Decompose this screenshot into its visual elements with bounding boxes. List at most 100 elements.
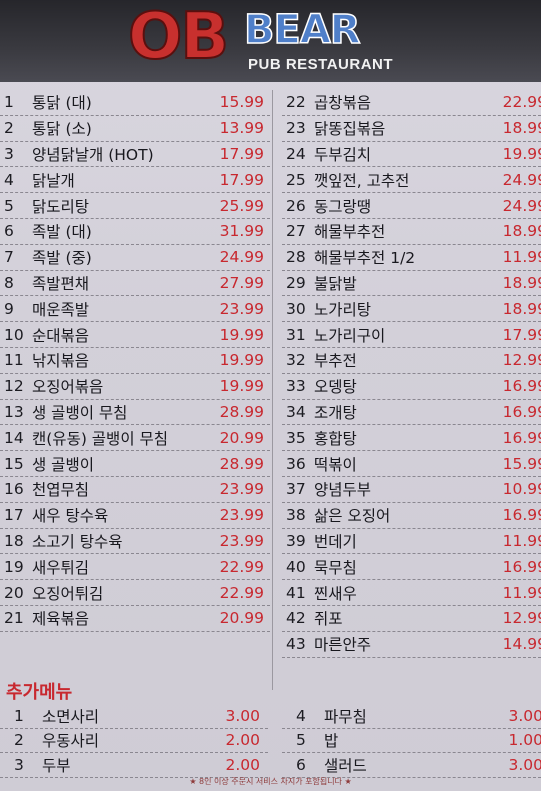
item-name: 제육볶음: [32, 610, 90, 629]
item-number: 9: [4, 299, 14, 318]
menu-item-row: 32 부추전 12.99: [282, 348, 541, 374]
item-price: 24.99: [502, 196, 541, 215]
menu-item-row: 30 노가리탕 18.99: [282, 296, 541, 323]
item-name: 해물부추전: [314, 223, 386, 242]
menu-item-row: 27 해물부추전 18.99: [282, 219, 541, 245]
item-name: 해물부추전 1/2: [314, 249, 416, 268]
item-price: 17.99: [219, 144, 264, 163]
item-number: 15: [4, 454, 24, 473]
logo-subtitle: PUB RESTAURANT: [248, 56, 394, 73]
item-number: 10: [4, 325, 24, 344]
item-price: 23.99: [219, 299, 264, 318]
item-price: 2.00: [225, 755, 260, 774]
header: OB BEAR PUB RESTAURANT: [0, 0, 541, 82]
item-number: 17: [4, 506, 24, 525]
extra-right-column: 4 파무침 3.00 5 밥 1.00 6 샐러드 3.00: [282, 704, 541, 778]
menu-item-row: 10 순대볶음 19.99: [0, 322, 270, 348]
menu-item-row: 26 동그랑땡 24.99: [282, 193, 541, 219]
logo-bear: BEAR: [243, 6, 361, 54]
item-number: 23: [286, 119, 306, 138]
item-name: 양념닭날개 (HOT): [32, 145, 154, 164]
item-name: 동그랑땡: [314, 197, 372, 216]
item-price: 18.99: [502, 273, 541, 292]
item-number: 2: [14, 731, 24, 750]
footnote: ★ 8인 이상 주문시 서비스 차지가 포함됩니다 ★: [189, 777, 352, 786]
item-price: 23.99: [219, 480, 264, 499]
menu-item-row: 29 불닭발 18.99: [282, 271, 541, 297]
menu-item-row: 38 삶은 오징어 16.99: [282, 503, 541, 529]
item-price: 16.99: [502, 377, 541, 396]
item-name: 오뎅탕: [314, 378, 357, 397]
item-price: 22.99: [219, 557, 264, 576]
menu-item-row: 11 낚지볶음 19.99: [0, 348, 270, 374]
column-divider: [272, 90, 273, 690]
item-number: 12: [4, 377, 24, 396]
item-number: 31: [286, 325, 306, 344]
menu-item-row: 5 밥 1.00: [282, 729, 541, 753]
item-number: 28: [286, 248, 306, 267]
menu-item-row: 4 닭날개 17.99: [0, 167, 270, 194]
item-number: 18: [4, 531, 24, 550]
item-number: 36: [286, 454, 306, 473]
item-price: 15.99: [502, 454, 541, 473]
item-name: 닭똥집볶음: [314, 120, 386, 139]
menu-item-row: 6 족발 (대) 31.99: [0, 219, 270, 245]
item-name: 통닭 (대): [32, 94, 92, 113]
item-name: 캔(유동) 골뱅이 무침: [32, 429, 169, 448]
item-number: 21: [4, 609, 24, 628]
item-price: 25.99: [219, 196, 264, 215]
menu-item-row: 18 소고기 탕수육 23.99: [0, 529, 270, 555]
menu-item-row: 37 양념두부 10.99: [282, 477, 541, 503]
item-number: 11: [4, 351, 24, 370]
item-price: 17.99: [219, 170, 264, 189]
item-price: 28.99: [219, 402, 264, 421]
menu-item-row: 25 깻잎전, 고추전 24.99: [282, 167, 541, 194]
item-number: 20: [4, 583, 24, 602]
item-number: 22: [286, 93, 306, 112]
item-number: 6: [4, 222, 14, 241]
item-price: 23.99: [219, 531, 264, 550]
menu-item-row: 15 생 골뱅이 28.99: [0, 451, 270, 477]
item-name: 밥: [324, 732, 339, 751]
menu-item-row: 1 통닭 (대) 15.99: [0, 90, 270, 116]
menu-item-row: 3 양념닭날개 (HOT) 17.99: [0, 142, 270, 168]
item-name: 낚지볶음: [32, 352, 90, 371]
item-price: 27.99: [219, 273, 264, 292]
item-name: 생 골뱅이 무침: [32, 403, 128, 422]
item-name: 부추전: [314, 352, 357, 371]
menu-item-row: 9 매운족발 23.99: [0, 296, 270, 323]
item-number: 8: [4, 273, 14, 292]
item-name: 양념두부: [314, 481, 372, 500]
item-number: 1: [4, 93, 14, 112]
item-number: 33: [286, 377, 306, 396]
menu-item-row: 19 새우튀김 22.99: [0, 554, 270, 581]
item-name: 오징어튀김: [32, 584, 104, 603]
menu-item-row: 36 떡볶이 15.99: [282, 451, 541, 477]
item-number: 43: [286, 635, 306, 654]
item-number: 3: [4, 144, 14, 163]
item-name: 파무침: [324, 707, 367, 726]
item-price: 18.99: [502, 299, 541, 318]
item-name: 오징어볶음: [32, 378, 104, 397]
menu-item-row: 3 두부 2.00: [0, 753, 268, 778]
item-price: 24.99: [219, 248, 264, 267]
item-name: 묵무침: [314, 558, 357, 577]
item-number: 32: [286, 351, 306, 370]
item-price: 22.99: [502, 93, 541, 112]
item-price: 12.99: [502, 351, 541, 370]
item-name: 새우튀김: [32, 558, 90, 577]
item-number: 30: [286, 299, 306, 318]
item-price: 11.99: [502, 248, 541, 267]
item-name: 마른안주: [314, 636, 372, 655]
menu-item-row: 28 해물부추전 1/2 11.99: [282, 245, 541, 271]
item-price: 12.99: [502, 609, 541, 628]
menu-item-row: 31 노가리구이 17.99: [282, 322, 541, 348]
item-name: 노가리탕: [314, 300, 372, 319]
item-name: 우동사리: [42, 732, 100, 751]
menu-item-row: 22 곱창볶음 22.99: [282, 90, 541, 116]
menu-item-row: 7 족발 (중) 24.99: [0, 245, 270, 271]
menu-item-row: 14 캔(유동) 골뱅이 무침 20.99: [0, 425, 270, 452]
item-price: 3.00: [225, 706, 260, 725]
item-number: 38: [286, 506, 306, 525]
